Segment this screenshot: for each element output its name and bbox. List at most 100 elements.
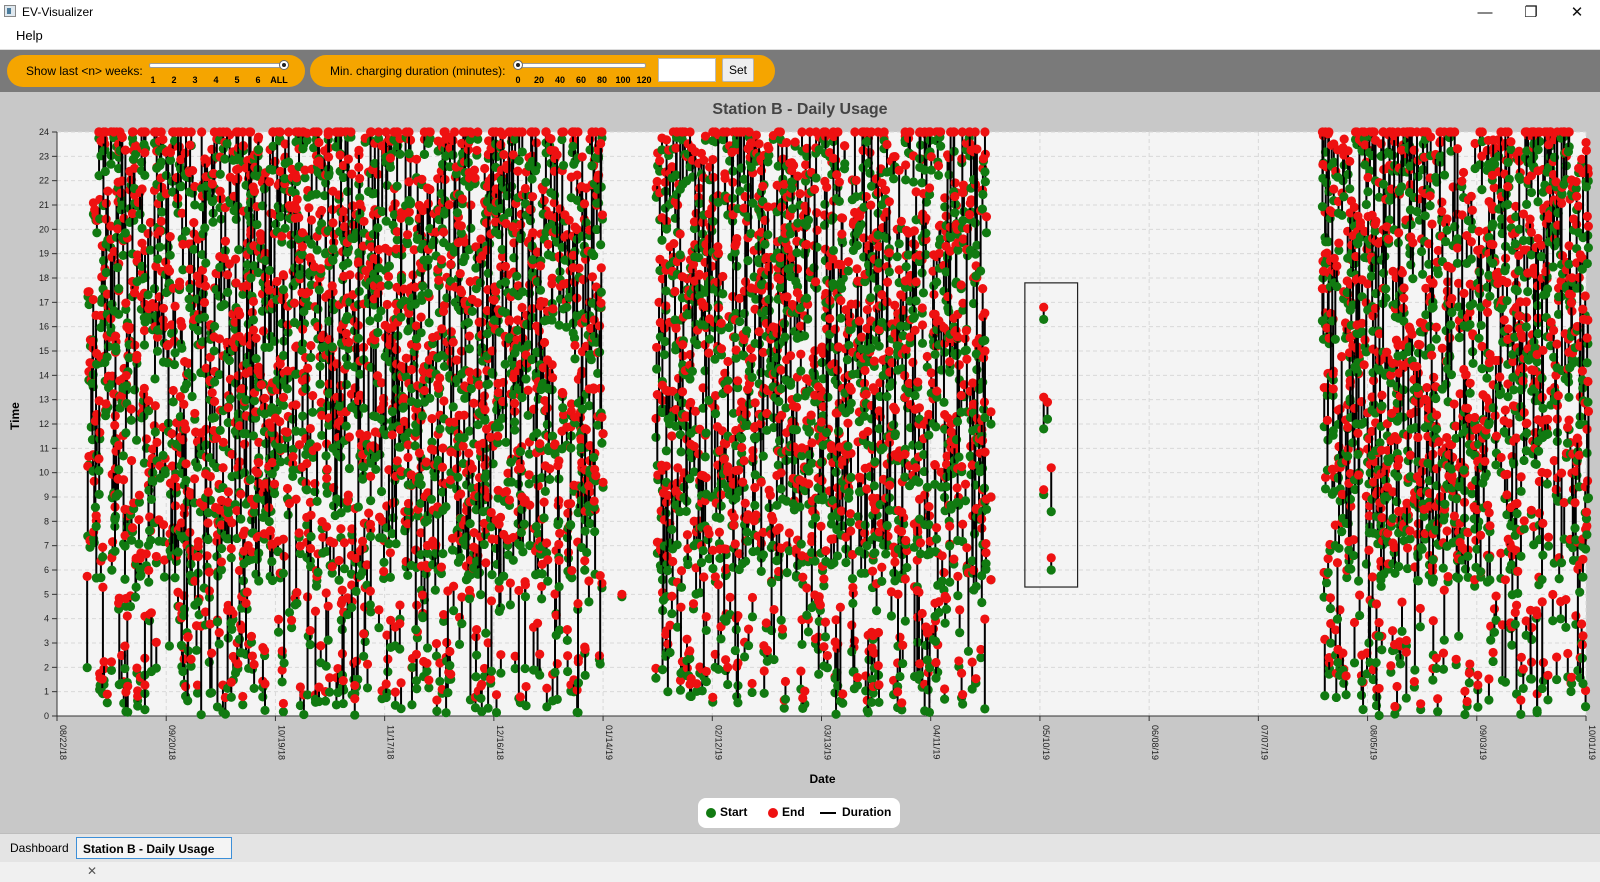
end-point [296, 682, 305, 691]
end-point [516, 692, 525, 701]
end-point [480, 164, 489, 173]
end-point [334, 190, 343, 199]
start-point [328, 256, 337, 265]
end-point [98, 583, 107, 592]
weeks-tick-label: 2 [171, 75, 176, 85]
start-point [366, 600, 375, 609]
weeks-slider-thumb[interactable] [279, 60, 289, 70]
end-point [166, 232, 175, 241]
duration-tick-label: 0 [515, 75, 520, 85]
end-point [175, 281, 184, 290]
end-point [279, 535, 288, 544]
start-point [265, 266, 274, 275]
minimize-button[interactable]: — [1462, 0, 1508, 24]
end-point [275, 417, 284, 426]
start-point [427, 495, 436, 504]
start-point [476, 694, 485, 703]
start-point [252, 354, 261, 363]
start-point [111, 343, 120, 352]
end-point [113, 224, 122, 233]
end-point [499, 150, 508, 159]
start-point [339, 699, 348, 708]
end-point [473, 127, 482, 136]
start-point [107, 666, 116, 675]
start-point [235, 635, 244, 644]
end-point [422, 458, 431, 467]
end-point [404, 127, 413, 136]
start-point [441, 708, 450, 717]
weeks-slider[interactable] [149, 63, 287, 68]
end-point [450, 127, 459, 136]
end-point [218, 463, 227, 472]
start-point [492, 708, 501, 717]
end-point [221, 237, 230, 246]
end-point [322, 474, 331, 483]
end-point [363, 660, 372, 669]
start-point [131, 592, 140, 601]
start-point [358, 475, 367, 484]
start-point [510, 425, 519, 434]
end-point [241, 599, 250, 608]
start-point [207, 688, 216, 697]
end-point [446, 260, 455, 269]
end-point [513, 167, 522, 176]
start-point [279, 569, 288, 578]
start-point [396, 704, 405, 713]
start-point [480, 416, 489, 425]
end-point [223, 270, 232, 279]
start-point [140, 340, 149, 349]
start-point [379, 558, 388, 567]
start-point [457, 619, 466, 628]
end-point [177, 321, 186, 330]
start-point [417, 328, 426, 337]
end-point [98, 674, 107, 683]
start-point [418, 612, 427, 621]
end-point [305, 253, 314, 262]
duration-tick-label: 40 [555, 75, 565, 85]
start-point [165, 641, 174, 650]
end-point [83, 572, 92, 581]
close-button[interactable]: ✕ [1554, 0, 1600, 24]
start-point [324, 171, 333, 180]
end-point [343, 496, 352, 505]
end-point [291, 400, 300, 409]
end-point [476, 681, 485, 690]
start-point [415, 473, 424, 482]
set-button[interactable]: Set [722, 58, 754, 82]
end-point [170, 302, 179, 311]
menu-help[interactable]: Help [16, 28, 43, 43]
start-point [432, 707, 441, 716]
start-point [114, 284, 123, 293]
start-point [501, 438, 510, 447]
start-point [517, 528, 526, 537]
start-point [445, 661, 454, 670]
end-point [338, 649, 347, 658]
start-point [516, 234, 525, 243]
y-tick-label: 23 [39, 151, 49, 161]
end-point [276, 127, 285, 136]
end-point [254, 132, 263, 141]
end-point [496, 650, 505, 659]
start-point [395, 644, 404, 653]
end-point [152, 438, 161, 447]
maximize-button[interactable]: ❐ [1508, 0, 1554, 24]
end-point [417, 175, 426, 184]
duration-input[interactable] [658, 58, 716, 82]
end-point [366, 127, 375, 136]
end-point [412, 650, 421, 659]
start-point [420, 150, 429, 159]
end-point [420, 386, 429, 395]
end-point [307, 215, 316, 224]
start-point [276, 212, 285, 221]
end-point [118, 133, 127, 142]
end-point [152, 552, 161, 561]
end-point [448, 136, 457, 145]
end-point [306, 341, 315, 350]
start-point [280, 658, 289, 667]
y-tick-label: 15 [39, 346, 49, 356]
duration-slider[interactable] [514, 63, 646, 68]
start-point [254, 576, 263, 585]
end-point [324, 152, 333, 161]
weeks-tick-label: 5 [234, 75, 239, 85]
duration-slider-thumb[interactable] [513, 60, 523, 70]
